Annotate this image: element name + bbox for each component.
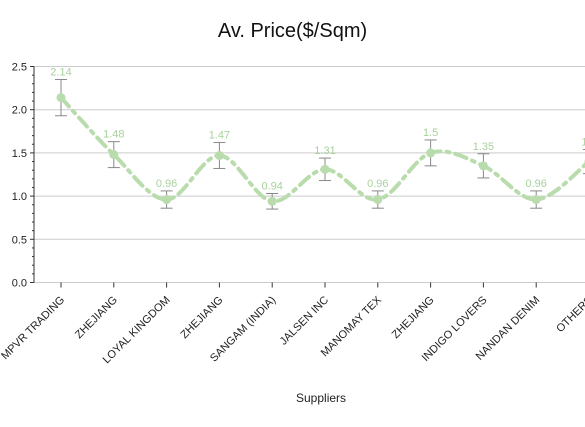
data-label: 0.96 bbox=[156, 178, 177, 190]
data-point bbox=[267, 196, 277, 206]
y-tick-label: 0.5 bbox=[12, 234, 27, 246]
data-label: 1.35 bbox=[473, 141, 494, 153]
data-point bbox=[214, 150, 224, 160]
data-point bbox=[56, 93, 66, 103]
data-label: 0.94 bbox=[261, 181, 282, 193]
y-tick-label: 1.5 bbox=[12, 148, 27, 160]
data-point bbox=[320, 164, 330, 174]
data-point bbox=[531, 195, 541, 205]
data-point bbox=[373, 195, 383, 205]
x-tick-label: MPVR TRADING bbox=[0, 294, 67, 362]
data-label: 0.96 bbox=[367, 178, 388, 190]
x-tick-label: OTHERS bbox=[554, 294, 585, 335]
data-label: 1.5 bbox=[423, 127, 438, 139]
data-label: 1.47 bbox=[209, 130, 230, 142]
data-label: 1.31 bbox=[314, 145, 335, 157]
data-label: 0.96 bbox=[525, 178, 546, 190]
x-tick-label: ZHEJIANG bbox=[179, 294, 226, 341]
y-tick-label: 1.0 bbox=[12, 191, 27, 203]
chart-title: Av. Price($/Sqm) bbox=[217, 20, 368, 42]
x-axis-label: Suppliers bbox=[296, 391, 347, 405]
data-point bbox=[478, 161, 488, 171]
y-tick-label: 2.5 bbox=[12, 62, 27, 74]
data-label: 1.4 bbox=[581, 136, 585, 148]
y-tick-label: 0.0 bbox=[12, 278, 27, 290]
data-point bbox=[426, 148, 436, 158]
data-label: 2.14 bbox=[50, 66, 71, 78]
x-tick-label: ZHEJIANG bbox=[390, 294, 437, 341]
data-label: 1.48 bbox=[103, 129, 124, 141]
y-tick-label: 2.0 bbox=[12, 105, 27, 117]
data-point bbox=[109, 150, 119, 160]
x-tick-label: JALSEN INC bbox=[278, 294, 331, 347]
data-point bbox=[162, 195, 172, 205]
x-tick-label: ZHEJIANG bbox=[73, 294, 120, 341]
